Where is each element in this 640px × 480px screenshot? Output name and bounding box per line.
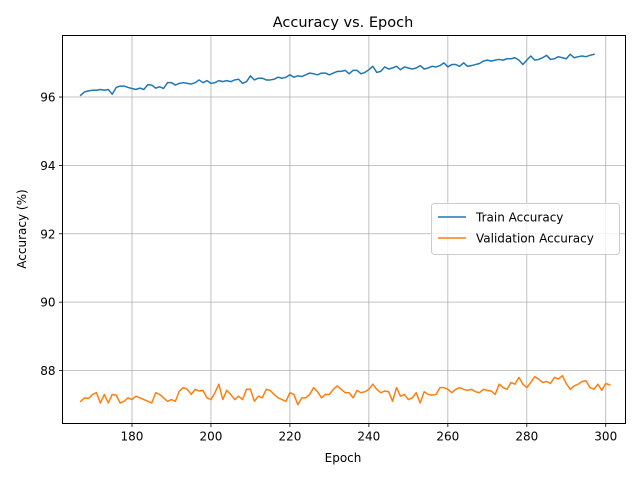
y-tick-label: 94 — [40, 159, 55, 173]
x-tick-label: 220 — [278, 430, 301, 444]
legend-label-train: Train Accuracy — [475, 211, 563, 225]
y-tick-label: 92 — [40, 227, 55, 241]
y-tick-label: 96 — [40, 91, 55, 105]
x-axis: 180 200 220 240 260 280 300 — [121, 423, 617, 444]
x-tick-label: 200 — [199, 430, 222, 444]
y-axis: 88 90 92 94 96 — [40, 91, 63, 378]
x-tick-label: 260 — [436, 430, 459, 444]
chart-title: Accuracy vs. Epoch — [273, 15, 414, 31]
y-axis-label: Accuracy (%) — [15, 189, 29, 268]
x-tick-label: 280 — [515, 430, 538, 444]
x-tick-label: 300 — [594, 430, 617, 444]
x-tick-label: 180 — [121, 430, 144, 444]
legend: Train Accuracy Validation Accuracy — [431, 203, 620, 255]
train-accuracy-line — [79, 53, 595, 97]
legend-box — [431, 203, 620, 255]
y-tick-label: 90 — [40, 296, 55, 310]
legend-label-validation: Validation Accuracy — [476, 232, 594, 246]
x-axis-label: Epoch — [325, 451, 362, 465]
validation-accuracy-line — [79, 374, 611, 406]
x-tick-label: 240 — [357, 430, 380, 444]
y-tick-label: 88 — [40, 364, 55, 378]
series-lines — [79, 53, 611, 406]
plot-frame — [62, 35, 626, 424]
